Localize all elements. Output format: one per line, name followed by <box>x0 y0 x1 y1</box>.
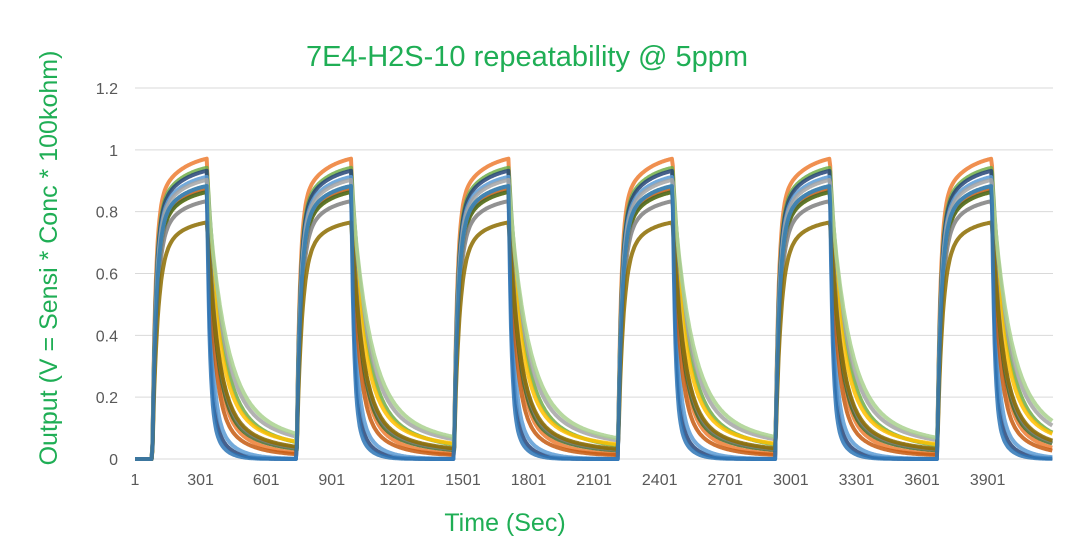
series-line-9 <box>133 199 1054 461</box>
x-tick-label: 3001 <box>773 472 809 489</box>
x-tick-label: 2401 <box>642 472 678 489</box>
series-layer <box>133 156 1054 461</box>
y-tick-label: 0.8 <box>96 205 118 222</box>
y-tick-label: 1 <box>109 143 118 160</box>
x-tick-label: 2701 <box>707 472 743 489</box>
series-line-3 <box>133 168 1054 461</box>
series-line-7 <box>133 187 1054 461</box>
x-tick-label: 3901 <box>970 472 1006 489</box>
series-line-4 <box>133 174 1054 461</box>
series-line-11 <box>133 220 1054 461</box>
x-tick-label: 1 <box>131 472 140 489</box>
series-line-5 <box>133 177 1054 461</box>
x-tick-label: 601 <box>253 472 280 489</box>
x-axis-ticks: 1 301 601 901 1201 1501 1801 2101 2401 2701 3001 33… <box>131 472 1006 489</box>
series-line-10 <box>133 184 1054 461</box>
series-line-6 <box>133 190 1054 461</box>
x-tick-label: 301 <box>187 472 214 489</box>
y-axis-ticks: 0 0.2 0.4 0.6 0.8 1 1.2 <box>96 81 118 469</box>
series-line-1 <box>133 156 1054 461</box>
y-tick-label: 0.2 <box>96 390 118 407</box>
series-line-12 <box>133 184 1054 461</box>
x-tick-label: 3301 <box>839 472 875 489</box>
x-axis-title: Time (Sec) <box>444 509 565 537</box>
y-tick-label: 1.2 <box>96 81 118 98</box>
chart-title: 7E4-H2S-10 repeatability @ 5ppm <box>306 41 748 73</box>
gridlines <box>135 87 1053 460</box>
x-tick-label: 3601 <box>904 472 940 489</box>
y-axis-title: Output (V = Sensi * Conc * 100kohm) <box>35 51 63 466</box>
y-tick-label: 0.4 <box>96 328 118 345</box>
x-tick-label: 1201 <box>380 472 416 489</box>
y-tick-label: 0 <box>109 452 118 469</box>
y-tick-label: 0.6 <box>96 267 118 284</box>
x-tick-label: 901 <box>318 472 345 489</box>
x-tick-label: 1501 <box>445 472 481 489</box>
series-line-8 <box>133 190 1054 461</box>
x-tick-label: 1801 <box>511 472 547 489</box>
x-tick-label: 2101 <box>576 472 612 489</box>
